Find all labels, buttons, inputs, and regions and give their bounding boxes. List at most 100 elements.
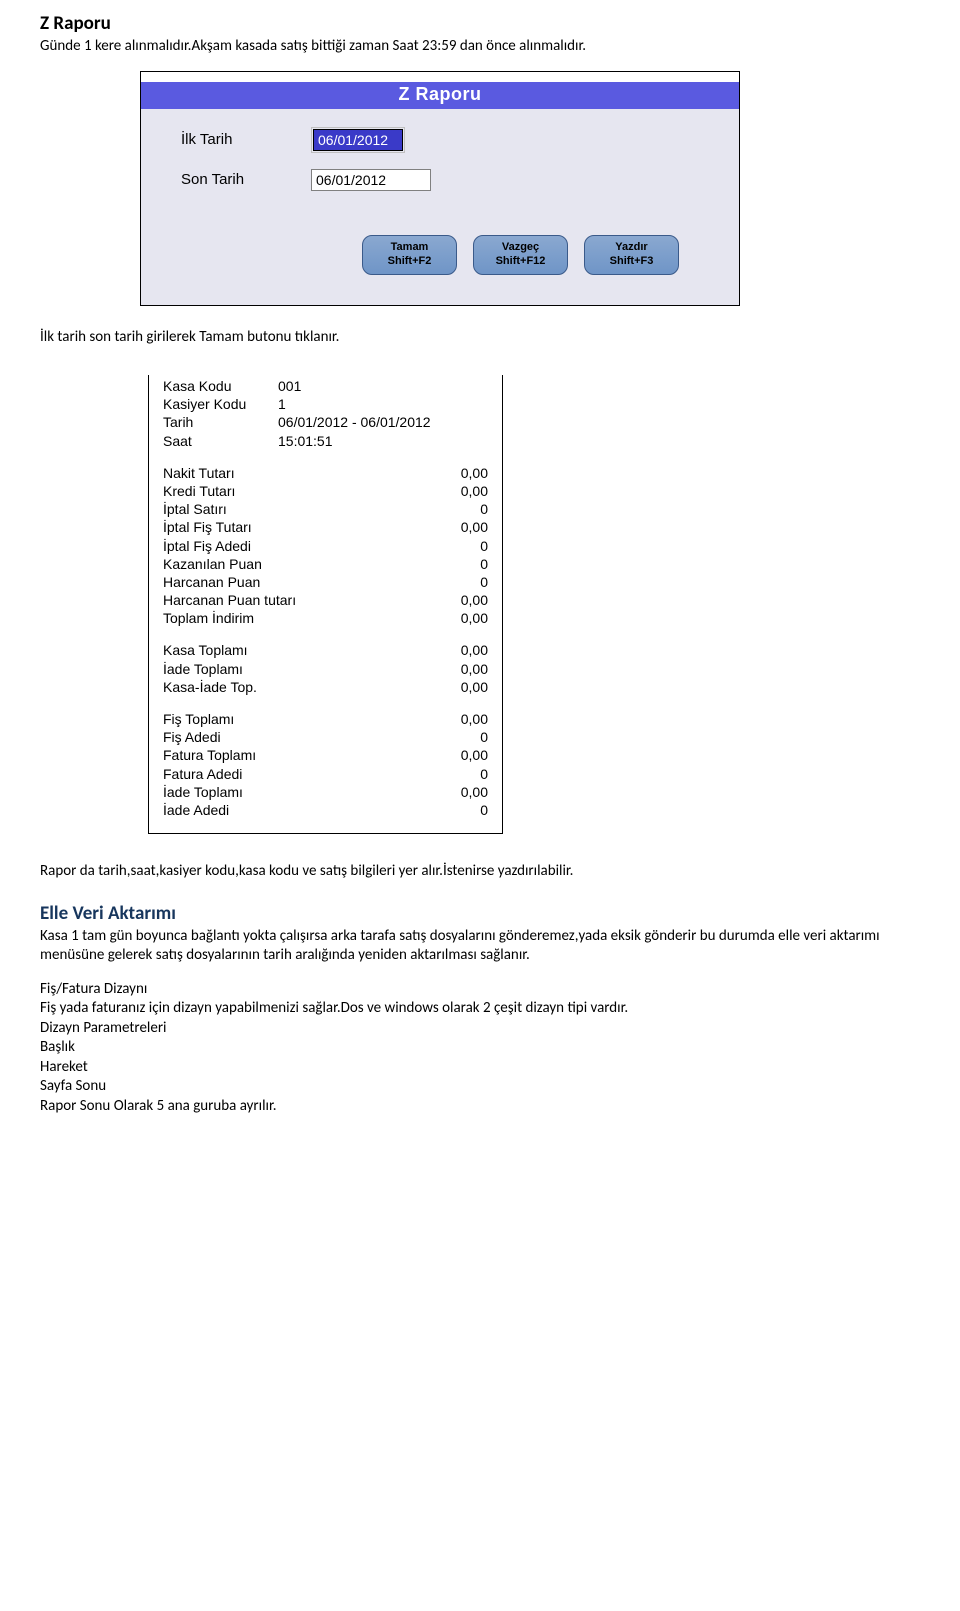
heading-elle-veri: Elle Veri Aktarımı xyxy=(40,902,920,925)
button-yazdir-shortcut: Shift+F3 xyxy=(610,255,654,268)
report-key: Fatura Adedi xyxy=(163,765,242,783)
report-value: 0 xyxy=(480,537,488,555)
report-row: Kredi Tutarı 0,00 xyxy=(163,482,488,500)
report-row: Saat 15:01:51 xyxy=(163,432,488,450)
report-value: 0 xyxy=(480,765,488,783)
paragraph-rapor-desc: Rapor da tarih,saat,kasiyer kodu,kasa ko… xyxy=(40,862,920,882)
report-key: Kasiyer Kodu xyxy=(163,395,278,413)
report-key: İade Adedi xyxy=(163,801,229,819)
label-ilk-tarih: İlk Tarih xyxy=(181,131,311,148)
report-box: Kasa Kodu 001 Kasiyer Kodu 1 Tarih 06/01… xyxy=(148,375,503,834)
report-key: Saat xyxy=(163,432,278,450)
report-row: İade Toplamı 0,00 xyxy=(163,660,488,678)
dialog-body: İlk Tarih Son Tarih Tamam Shift+F2 Vazge… xyxy=(141,109,739,305)
text-hareket: Hareket xyxy=(40,1058,920,1078)
report-row: Fiş Toplamı 0,00 xyxy=(163,710,488,728)
report-key: Harcanan Puan tutarı xyxy=(163,591,296,609)
report-value: 0 xyxy=(480,555,488,573)
report-row: Kasiyer Kodu 1 xyxy=(163,395,488,413)
report-key: İade Toplamı xyxy=(163,660,243,678)
button-yazdir[interactable]: Yazdır Shift+F3 xyxy=(584,235,679,275)
report-value: 0,00 xyxy=(461,660,488,678)
dialog-title: Z Raporu xyxy=(141,82,739,109)
paragraph-elle-desc: Kasa 1 tam gün boyunca bağlantı yokta ça… xyxy=(40,927,920,966)
button-vazgec[interactable]: Vazgeç Shift+F12 xyxy=(473,235,568,275)
input-ilk-tarih[interactable] xyxy=(313,129,403,151)
report-value: 0 xyxy=(480,728,488,746)
text-dizayn-param: Dizayn Parametreleri xyxy=(40,1019,920,1039)
report-row: İptal Fiş Tutarı 0,00 xyxy=(163,518,488,536)
button-tamam-shortcut: Shift+F2 xyxy=(388,255,432,268)
report-key: Kazanılan Puan xyxy=(163,555,262,573)
report-value: 0,00 xyxy=(461,518,488,536)
report-row: İptal Satırı 0 xyxy=(163,500,488,518)
text-fis-dizayni: Fiş/Fatura Dizaynı xyxy=(40,980,920,1000)
report-row: İptal Fiş Adedi 0 xyxy=(163,537,488,555)
report-key: Toplam İndirim xyxy=(163,609,254,627)
button-vazgec-shortcut: Shift+F12 xyxy=(496,255,546,268)
text-rapor-sonu: Rapor Sonu Olarak 5 ana guruba ayrılır. xyxy=(40,1097,920,1117)
button-yazdir-label: Yazdır xyxy=(615,241,647,254)
text-baslik: Başlık xyxy=(40,1038,920,1058)
button-tamam-label: Tamam xyxy=(391,241,429,254)
report-key: Nakit Tutarı xyxy=(163,464,235,482)
dialog-button-row: Tamam Shift+F2 Vazgeç Shift+F12 Yazdır S… xyxy=(181,207,709,285)
report-key: İptal Satırı xyxy=(163,500,227,518)
report-row: Kazanılan Puan 0 xyxy=(163,555,488,573)
button-tamam[interactable]: Tamam Shift+F2 xyxy=(362,235,457,275)
report-value: 0 xyxy=(480,500,488,518)
report-key: Harcanan Puan xyxy=(163,573,260,591)
report-value: 0,00 xyxy=(461,678,488,696)
report-value: 0,00 xyxy=(461,710,488,728)
row-son-tarih: Son Tarih xyxy=(181,169,709,191)
report-value: 0 xyxy=(480,801,488,819)
report-key: Fiş Toplamı xyxy=(163,710,234,728)
report-row: Kasa Toplamı 0,00 xyxy=(163,641,488,659)
report-value: 06/01/2012 - 06/01/2012 xyxy=(278,413,488,431)
report-row: Harcanan Puan tutarı 0,00 xyxy=(163,591,488,609)
report-row: Nakit Tutarı 0,00 xyxy=(163,464,488,482)
report-key: Fiş Adedi xyxy=(163,728,221,746)
text-fis-desc: Fiş yada faturanız için dizayn yapabilme… xyxy=(40,999,920,1019)
report-row: Kasa Kodu 001 xyxy=(163,377,488,395)
report-value: 0,00 xyxy=(461,591,488,609)
paragraph-ilktarih: İlk tarih son tarih girilerek Tamam buto… xyxy=(40,328,920,348)
report-row: Fatura Toplamı0,00 xyxy=(163,746,488,764)
report-value: 0,00 xyxy=(461,464,488,482)
report-container: Kasa Kodu 001 Kasiyer Kodu 1 Tarih 06/01… xyxy=(148,375,920,834)
report-row: Toplam İndirim 0,00 xyxy=(163,609,488,627)
report-row: Tarih 06/01/2012 - 06/01/2012 xyxy=(163,413,488,431)
text-sayfa-sonu: Sayfa Sonu xyxy=(40,1077,920,1097)
heading-z-raporu: Z Raporu xyxy=(40,12,920,35)
row-ilk-tarih: İlk Tarih xyxy=(181,127,709,153)
report-key: İade Toplamı xyxy=(163,783,243,801)
report-row: Harcanan Puan 0 xyxy=(163,573,488,591)
report-key: İptal Fiş Adedi xyxy=(163,537,251,555)
report-value: 0,00 xyxy=(461,641,488,659)
report-value: 0,00 xyxy=(461,482,488,500)
report-value: 0,00 xyxy=(461,609,488,627)
report-row: Kasa-İade Top.0,00 xyxy=(163,678,488,696)
paragraph-zraporu-desc: Günde 1 kere alınmalıdır.Akşam kasada sa… xyxy=(40,37,920,57)
report-row: Fatura Adedi 0 xyxy=(163,765,488,783)
report-row: İade Toplamı0,00 xyxy=(163,783,488,801)
report-key: Kasa Kodu xyxy=(163,377,278,395)
input-son-tarih[interactable] xyxy=(311,169,431,191)
report-value: 15:01:51 xyxy=(278,432,488,450)
report-value: 1 xyxy=(278,395,488,413)
report-key: Kredi Tutarı xyxy=(163,482,235,500)
report-key: İptal Fiş Tutarı xyxy=(163,518,252,536)
report-row: Fiş Adedi 0 xyxy=(163,728,488,746)
fis-block: Fiş/Fatura Dizaynı Fiş yada faturanız iç… xyxy=(40,980,920,1117)
report-value: 001 xyxy=(278,377,488,395)
report-value: 0 xyxy=(480,573,488,591)
button-vazgec-label: Vazgeç xyxy=(502,241,539,254)
label-son-tarih: Son Tarih xyxy=(181,171,311,188)
dialog-top-border xyxy=(141,72,739,82)
report-row: İade Adedi 0 xyxy=(163,801,488,819)
report-key: Kasa Toplamı xyxy=(163,641,248,659)
z-raporu-dialog-container: Z Raporu İlk Tarih Son Tarih Tamam Shift… xyxy=(140,71,920,306)
input-wrap-ilk-tarih xyxy=(311,127,405,153)
report-value: 0,00 xyxy=(461,746,488,764)
z-raporu-dialog: Z Raporu İlk Tarih Son Tarih Tamam Shift… xyxy=(140,71,740,306)
